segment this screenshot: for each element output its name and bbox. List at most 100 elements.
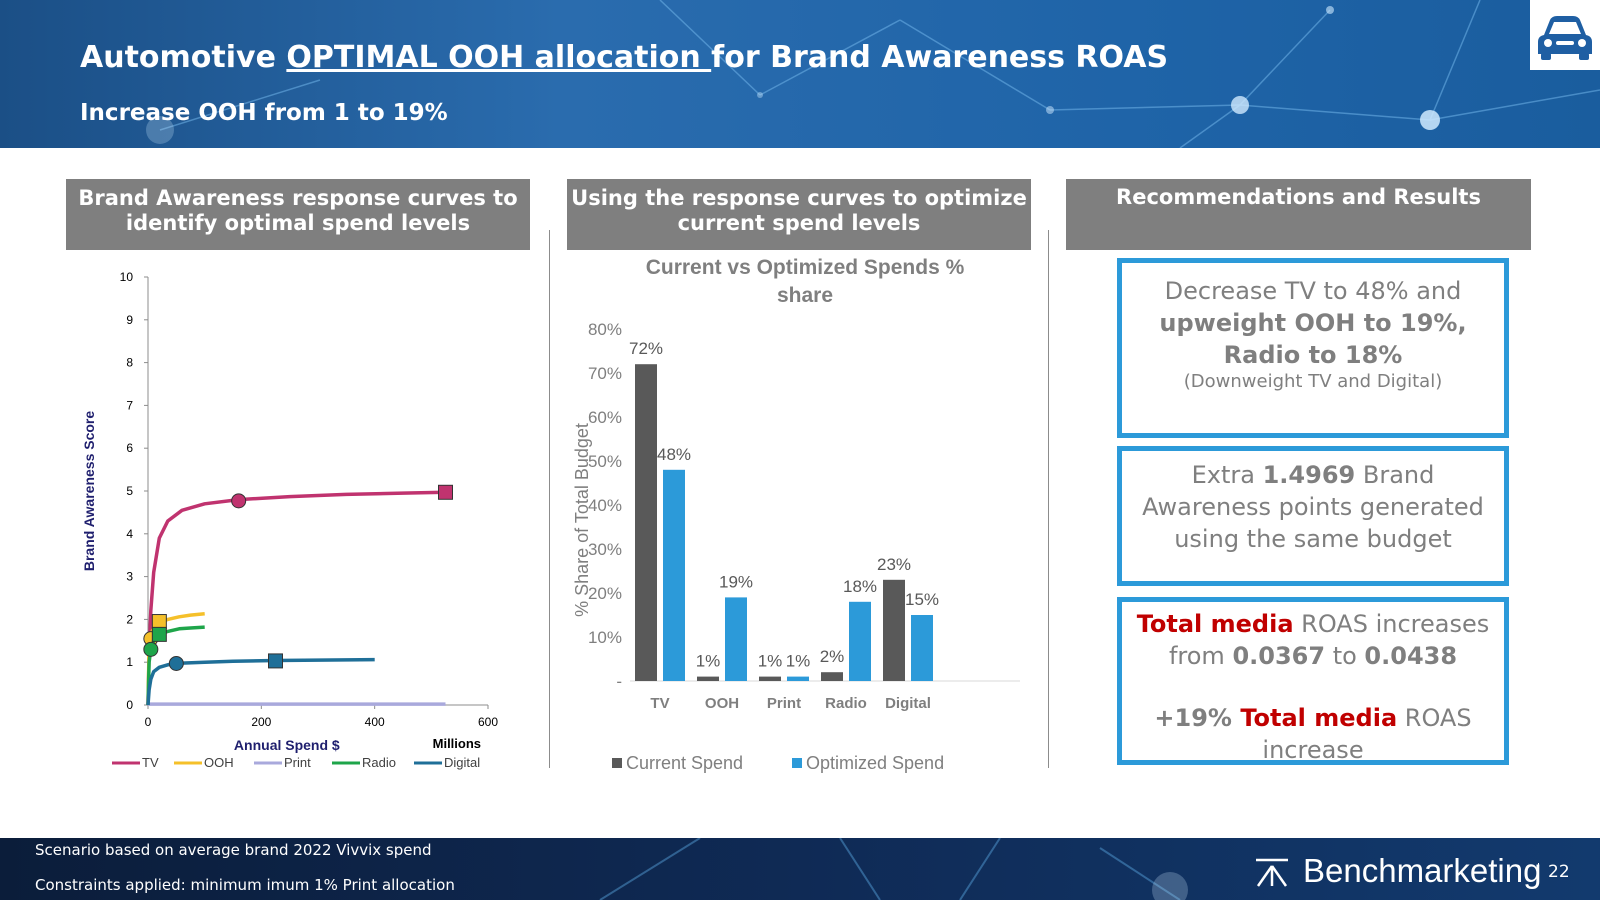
rec-line: Decrease TV to 48% and [1164,277,1462,305]
y-tick-label: 10% [588,628,622,647]
legend-label-print: Print [284,755,311,770]
current-spend-marker-digital [168,655,184,671]
footer-separator [1538,863,1539,883]
bar-optimized-spend-print [787,676,809,681]
y-tick-label: 1 [126,655,133,669]
y-tick-label: - [616,672,622,691]
legend-swatch-current-spend [612,758,622,768]
bar-optimized-spend-radio [849,601,871,681]
x-tick-label: 0 [145,715,152,729]
y-tick-label: 50% [588,452,622,471]
bar-current-spend-digital [883,579,905,681]
chart-background [70,252,530,792]
bar-current-spend-print [759,676,781,681]
x-category-label: Radio [825,695,867,712]
y-tick-label: 7 [126,398,133,412]
footer-network-background [599,838,1188,900]
y-axis-title: Brand Awareness Score [81,411,97,572]
footer-banner [0,838,1600,900]
y-tick-label: 60% [588,408,622,427]
current-spend-marker-tv [231,493,247,509]
data-label: 1% [786,652,811,671]
legend-label: Optimized Spend [806,753,944,773]
x-axis-title: Annual Spend $ [234,737,340,753]
recommendation-box-roas: Total media ROAS increases from 0.0367 t… [1117,597,1509,765]
data-label: 2% [820,647,845,666]
legend-label-tv: TV [142,755,159,770]
header-banner: Automotive OPTIMAL OOH allocation for Br… [0,0,1600,148]
x-axis-unit-label: Millions [433,736,481,751]
y-tick-label: 4 [126,527,133,541]
data-label: 23% [877,555,911,574]
legend-label: Current Spend [626,753,743,773]
page-title: Automotive OPTIMAL OOH allocation for Br… [80,40,1169,75]
x-category-label: Digital [885,695,931,712]
column-divider [1048,230,1049,768]
y-tick-label: 10 [120,270,134,284]
current-spend-marker-radio [143,641,159,657]
page-subtitle: Increase OOH from 1 to 19% [80,100,448,126]
x-category-label: OOH [705,695,739,712]
rec-line-bold: upweight OOH to 19%, [1159,309,1467,337]
legend-swatch-optimized-spend [792,758,802,768]
y-tick-label: 5 [126,484,133,498]
data-label: 1% [696,652,721,671]
column-divider [549,230,550,768]
bar-optimized-spend-tv [663,469,685,681]
recommendation-box-reallocation: Decrease TV to 48% and upweight OOH to 1… [1117,258,1509,438]
y-tick-label: 20% [588,584,622,603]
y-tick-label: 2 [126,612,133,626]
car-icon [1530,0,1600,70]
legend-label-digital: Digital [444,755,480,770]
footnote-constraints: Constraints applied: minimum imum 1% Pri… [35,876,455,894]
optimal-spend-marker-tv [438,484,453,500]
extra-points-value: 1.4969 [1262,461,1356,489]
data-label: 18% [843,577,877,596]
rec-line-bold: Radio to 18% [1223,341,1403,369]
bar-current-spend-radio [821,672,843,681]
panel-header-response-curves: Brand Awareness response curves to ident… [66,179,530,250]
series-line-tv [146,490,446,706]
legend-label-radio: Radio [362,755,396,770]
panel-header-recommendations: Recommendations and Results [1066,179,1531,250]
network-background [146,0,1600,148]
chart-title: Current vs Optimized Spends % [646,256,965,279]
data-label: 19% [719,572,753,591]
optimal-spend-marker-ooh [151,614,167,630]
page-number: 22 [1548,862,1570,882]
benchmarketing-logo-icon [1256,858,1288,887]
x-tick-label: 200 [251,715,271,729]
y-tick-label: 40% [588,496,622,515]
x-category-label: Print [767,695,801,712]
x-tick-label: 400 [365,715,385,729]
y-tick-label: 6 [126,441,133,455]
y-tick-label: 8 [126,356,133,370]
optimal-spend-marker-digital [268,653,283,669]
y-tick-label: 0 [126,698,133,712]
spend-share-svg: Current vs Optimized Spends % share - 10% 20… [570,250,1035,795]
bar-current-spend-ooh [697,676,719,681]
brand-name: Benchmarketing [1303,852,1542,889]
footnote-scenario: Scenario based on average brand 2022 Viv… [35,841,432,859]
data-label: 48% [657,445,691,464]
title-link: OPTIMAL OOH allocation [286,40,712,75]
response-curve-chart: 0 1 2 3 4 5 6 7 8 9 10 0 200 400 600 Brand Awareness Sc… [70,252,530,792]
recommendation-box-awareness: Extra 1.4969 Brand Awareness points gene… [1117,446,1509,586]
x-tick-label: 600 [478,715,498,729]
response-curve-svg: 0 1 2 3 4 5 6 7 8 9 10 0 200 400 600 Brand Awareness Sc… [70,252,530,792]
y-tick-label: 9 [126,313,133,327]
data-label: 15% [905,590,939,609]
x-category-label: TV [650,695,669,712]
y-tick-label: 70% [588,364,622,383]
data-label: 72% [629,339,663,358]
y-tick-label: 30% [588,540,622,559]
bar-current-spend-tv [635,364,657,681]
rec-note: (Downweight TV and Digital) [1183,371,1443,392]
panel-header-optimize: Using the response curves to optimize cu… [567,179,1031,250]
data-label: 1% [758,652,783,671]
optimal-spend-marker-radio [151,626,167,642]
bar-optimized-spend-digital [911,615,933,681]
bar-optimized-spend-ooh [725,597,747,681]
y-axis-title: % Share of Total Budget [572,423,592,617]
y-tick-label: 80% [588,320,622,339]
